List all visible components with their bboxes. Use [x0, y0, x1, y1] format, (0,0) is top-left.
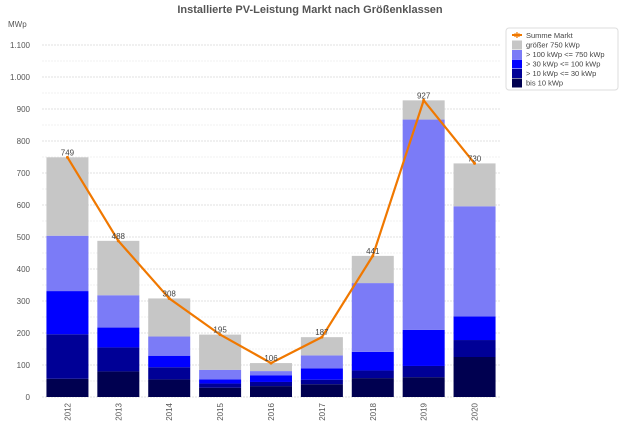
y-tick-label: 300 — [17, 297, 31, 306]
y-tick-label: 1.000 — [10, 73, 31, 82]
y-tick-label: 800 — [17, 137, 31, 146]
x-tick-label: 2012 — [63, 402, 72, 420]
legend-label: > 10 kWp <= 30 kWp — [526, 69, 596, 78]
bar-segment — [453, 340, 496, 357]
bar-segment — [250, 363, 292, 372]
bar-segment — [250, 386, 292, 397]
data-label: 730 — [468, 154, 482, 163]
bar-segment — [97, 347, 140, 372]
y-tick-label: 400 — [17, 265, 31, 274]
legend — [505, 27, 619, 91]
legend-star-icon: ✱ — [514, 31, 521, 40]
y-tick-label: 500 — [17, 233, 31, 242]
line-point — [218, 333, 222, 337]
x-tick-label: 2014 — [165, 402, 174, 420]
bar-segment — [300, 384, 343, 397]
bar-segment — [97, 295, 140, 328]
y-tick-label: 1.100 — [10, 41, 31, 50]
bar-segment — [199, 387, 242, 397]
x-tick-label: 2019 — [420, 402, 429, 420]
legend-swatch — [512, 40, 522, 50]
line-point — [473, 161, 477, 165]
data-label: 488 — [112, 232, 126, 241]
line-point — [422, 98, 426, 102]
legend-swatch — [512, 59, 522, 69]
y-tick-label: 0 — [26, 393, 31, 402]
bar-segment — [97, 371, 140, 397]
data-label: 106 — [264, 354, 278, 363]
y-axis-label: MWp — [8, 20, 27, 29]
data-label: 195 — [213, 326, 227, 335]
bar-segment — [402, 329, 445, 366]
y-tick-label: 200 — [17, 329, 31, 338]
line-point — [320, 335, 324, 339]
bar-segment — [250, 375, 292, 382]
x-tick-label: 2020 — [471, 402, 480, 420]
data-label: 927 — [417, 91, 431, 100]
bar-segment — [300, 379, 343, 385]
data-label: 308 — [163, 289, 177, 298]
bar-segment — [402, 119, 445, 330]
bar-segment — [453, 206, 496, 317]
y-tick-label: 600 — [17, 201, 31, 210]
x-tick-label: 2013 — [114, 402, 123, 420]
bar-segment — [351, 351, 394, 371]
bar-segment — [402, 377, 445, 397]
legend-swatch — [512, 78, 522, 88]
bar-segment — [148, 355, 191, 368]
y-tick-label: 900 — [17, 105, 31, 114]
bar-segment — [46, 378, 89, 397]
x-tick-label: 2016 — [267, 402, 276, 420]
bar-segment — [250, 371, 292, 376]
bar-segment — [46, 235, 89, 292]
legend-swatch — [512, 50, 522, 59]
bar-segment — [46, 291, 89, 335]
x-tick-label: 2017 — [318, 402, 327, 420]
bar-segment — [453, 316, 496, 341]
bar-segment — [46, 334, 89, 379]
x-tick-label: 2018 — [369, 402, 378, 420]
bar-segment — [97, 240, 140, 296]
legend-label: größer 750 kWp — [526, 41, 580, 50]
legend-label: Summe Markt — [526, 31, 574, 40]
legend-swatch — [512, 69, 522, 78]
bar-segment — [46, 157, 89, 236]
bar-segment — [402, 365, 445, 378]
bar-segment — [148, 298, 191, 337]
line-point — [65, 155, 69, 159]
bar-segment — [300, 368, 343, 380]
bar-segment — [300, 355, 343, 369]
bar-segment — [250, 381, 292, 387]
bar-segment — [199, 369, 242, 380]
bar-segment — [453, 163, 496, 207]
x-tick-label: 2015 — [216, 402, 225, 420]
bar-segment — [97, 327, 140, 348]
bar-segment — [148, 379, 191, 397]
bar-segment — [199, 334, 242, 370]
legend-label: > 30 kWp <= 100 kWp — [526, 60, 600, 69]
data-label: 749 — [61, 148, 75, 157]
bar-segment — [351, 370, 394, 379]
legend-label: > 100 kWp <= 750 kWp — [526, 50, 605, 59]
line-point — [371, 254, 375, 258]
bar-segment — [148, 336, 191, 356]
y-tick-label: 100 — [17, 361, 31, 370]
bar-segment — [300, 337, 343, 356]
line-point — [269, 361, 273, 365]
bar-segment — [351, 378, 394, 397]
legend-label: bis 10 kWp — [526, 79, 563, 88]
bar-segment — [351, 283, 394, 352]
line-point — [167, 296, 171, 300]
bar-segment — [453, 357, 496, 397]
chart-title: Installierte PV-Leistung Markt nach Größ… — [177, 4, 443, 16]
bar-segment — [199, 379, 242, 384]
y-tick-label: 700 — [17, 169, 31, 178]
data-label: 441 — [366, 247, 380, 256]
bar-segment — [199, 383, 242, 388]
bar-segment — [148, 367, 191, 380]
line-point — [116, 239, 120, 243]
data-label: 187 — [315, 328, 329, 337]
